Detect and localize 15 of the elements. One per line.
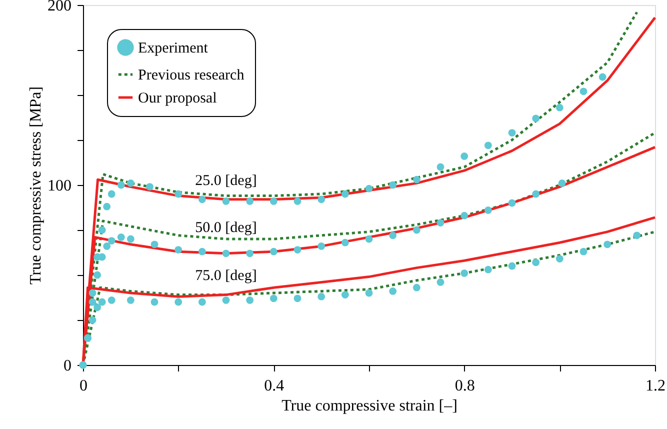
y-axis-title: True compressive stress [MPa] xyxy=(28,86,44,285)
y-tick-label: 200 xyxy=(48,0,72,14)
annotation: 25.0 [deg] xyxy=(195,173,257,189)
x-axis-title: True compressive strain [–] xyxy=(282,398,458,414)
x-tick-label: 0.8 xyxy=(454,378,475,394)
y-tick-label: 0 xyxy=(64,358,72,374)
legend-label: Previous research xyxy=(138,68,245,84)
y-tick-label: 100 xyxy=(48,178,72,194)
x-tick-label: 1.2 xyxy=(646,378,666,394)
x-tick-label: 0 xyxy=(80,378,88,394)
legend-label: Experiment xyxy=(138,40,209,56)
annotation: 75.0 [deg] xyxy=(195,268,257,284)
legend-label: Our proposal xyxy=(138,90,217,106)
annotation: 50.0 [deg] xyxy=(195,220,257,236)
x-tick-label: 0.4 xyxy=(264,378,284,394)
